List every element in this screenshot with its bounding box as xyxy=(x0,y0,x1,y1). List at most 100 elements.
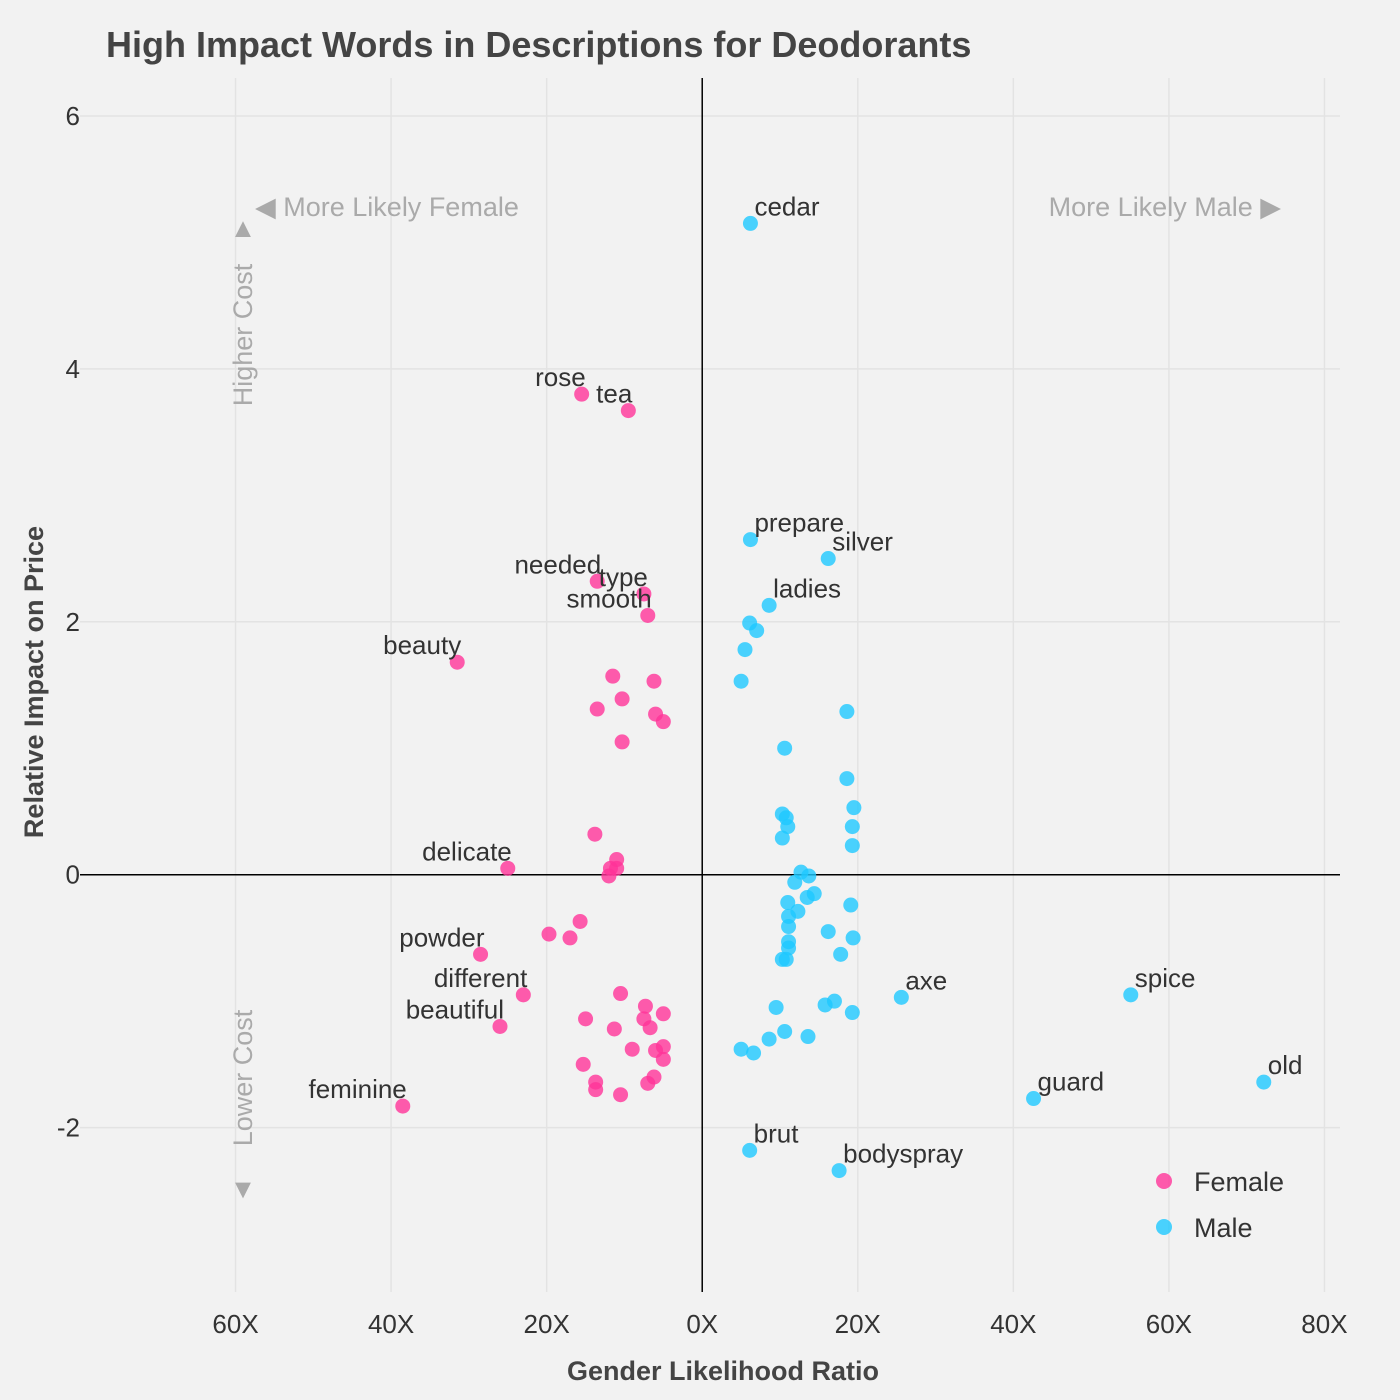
data-point-female[interactable] xyxy=(473,946,489,962)
data-point-male[interactable] xyxy=(737,642,753,658)
data-point-male[interactable] xyxy=(839,771,855,787)
data-point-female[interactable] xyxy=(655,1006,671,1022)
data-point-male[interactable] xyxy=(843,897,859,913)
data-point-female[interactable] xyxy=(601,868,617,884)
data-point-male[interactable] xyxy=(1123,987,1139,1003)
data-point-female[interactable] xyxy=(655,1051,671,1067)
data-point-female[interactable] xyxy=(606,1021,622,1037)
data-point-female[interactable] xyxy=(605,668,621,684)
data-point-male[interactable] xyxy=(742,532,758,548)
data-point-male[interactable] xyxy=(777,1023,793,1039)
data-point-female[interactable] xyxy=(642,1020,658,1036)
data-point-male[interactable] xyxy=(844,838,860,854)
x-tick-label: 40X xyxy=(990,1309,1036,1339)
data-point-male[interactable] xyxy=(780,895,796,911)
data-point-male[interactable] xyxy=(781,919,797,935)
data-point-female[interactable] xyxy=(578,1011,594,1027)
data-point-female[interactable] xyxy=(620,403,636,419)
data-point-male[interactable] xyxy=(801,868,817,884)
data-point-male[interactable] xyxy=(761,597,777,613)
x-tick-label: 60X xyxy=(1146,1309,1192,1339)
data-point-male[interactable] xyxy=(799,889,815,905)
data-point-male[interactable] xyxy=(746,1045,762,1061)
down-arrow-icon: ▼ xyxy=(230,1174,257,1204)
data-point-female[interactable] xyxy=(541,926,557,942)
point-label: beautiful xyxy=(406,994,504,1024)
point-label: delicate xyxy=(422,836,512,866)
data-point-male[interactable] xyxy=(787,874,803,890)
data-point-male[interactable] xyxy=(845,930,861,946)
data-point-male[interactable] xyxy=(844,819,860,835)
data-point-male[interactable] xyxy=(777,740,793,756)
data-point-female[interactable] xyxy=(500,860,516,876)
data-point-male[interactable] xyxy=(800,1029,816,1045)
data-point-female[interactable] xyxy=(587,826,603,842)
data-point-male[interactable] xyxy=(774,830,790,846)
data-point-male[interactable] xyxy=(1026,1091,1042,1107)
data-point-female[interactable] xyxy=(492,1018,508,1034)
data-point-male[interactable] xyxy=(742,215,758,231)
data-point-female[interactable] xyxy=(589,701,605,717)
data-point-female[interactable] xyxy=(655,714,671,730)
data-point-female[interactable] xyxy=(614,734,630,750)
data-point-female[interactable] xyxy=(624,1041,640,1057)
data-point-male[interactable] xyxy=(749,623,765,639)
data-point-female[interactable] xyxy=(515,987,531,1003)
data-point-female[interactable] xyxy=(562,930,578,946)
y-tick-label: 6 xyxy=(66,101,80,131)
point-label: old xyxy=(1268,1050,1303,1080)
data-point-male[interactable] xyxy=(839,704,855,720)
data-point-male[interactable] xyxy=(733,1041,749,1057)
chart-title: High Impact Words in Descriptions for De… xyxy=(106,24,971,65)
x-tick-label: 20X xyxy=(524,1309,570,1339)
data-point-female[interactable] xyxy=(637,998,653,1014)
x-tick-label: 0X xyxy=(686,1309,718,1339)
up-arrow-icon: ▲ xyxy=(230,213,257,243)
y-tick-label: 4 xyxy=(66,354,80,384)
axes: 60X 40X 20X 0X 20X 40X 60X 80X -2 0 2 4 6 xyxy=(57,78,1348,1339)
data-point-male[interactable] xyxy=(846,800,862,816)
data-point-female[interactable] xyxy=(449,654,465,670)
point-label: powder xyxy=(399,922,485,952)
data-point-female[interactable] xyxy=(395,1098,411,1114)
data-point-male[interactable] xyxy=(893,989,909,1005)
data-point-female[interactable] xyxy=(613,1087,629,1103)
data-point-female[interactable] xyxy=(640,607,656,623)
data-point-male[interactable] xyxy=(817,997,833,1013)
point-label: needed xyxy=(514,549,601,579)
legend: Female Male xyxy=(1156,1167,1284,1243)
data-point-female[interactable] xyxy=(574,386,590,402)
data-point-male[interactable] xyxy=(761,1031,777,1047)
data-point-male[interactable] xyxy=(833,946,849,962)
data-point-female[interactable] xyxy=(614,691,630,707)
data-point-female[interactable] xyxy=(640,1075,656,1091)
data-point-male[interactable] xyxy=(778,951,794,967)
point-label: type xyxy=(599,562,648,592)
data-point-female[interactable] xyxy=(572,913,588,929)
data-point-male[interactable] xyxy=(844,1005,860,1021)
y-tick-label: 0 xyxy=(66,860,80,890)
data-point-female[interactable] xyxy=(588,1082,604,1098)
data-point-female[interactable] xyxy=(589,573,605,589)
data-point-female[interactable] xyxy=(646,673,662,689)
data-point-male[interactable] xyxy=(820,924,836,940)
point-label: guard xyxy=(1038,1067,1105,1097)
data-point-male[interactable] xyxy=(1256,1074,1272,1090)
annotation-more-likely-female: ◀ More Likely Female xyxy=(255,192,519,222)
data-point-male[interactable] xyxy=(820,551,836,567)
data-point-female[interactable] xyxy=(575,1056,591,1072)
data-point-male[interactable] xyxy=(831,1163,847,1179)
data-point-male[interactable] xyxy=(768,999,784,1015)
data-point-male[interactable] xyxy=(742,1142,758,1158)
data-point-female[interactable] xyxy=(613,986,629,1002)
data-point-male[interactable] xyxy=(733,673,749,689)
y-tick-label: -2 xyxy=(57,1113,80,1143)
point-label: tea xyxy=(596,379,633,409)
point-label: brut xyxy=(754,1118,800,1148)
point-label: beauty xyxy=(383,630,461,660)
data-point-female[interactable] xyxy=(636,586,652,602)
data-point-male[interactable] xyxy=(781,940,797,956)
point-label: ladies xyxy=(773,573,841,603)
data-point-male[interactable] xyxy=(780,819,796,835)
